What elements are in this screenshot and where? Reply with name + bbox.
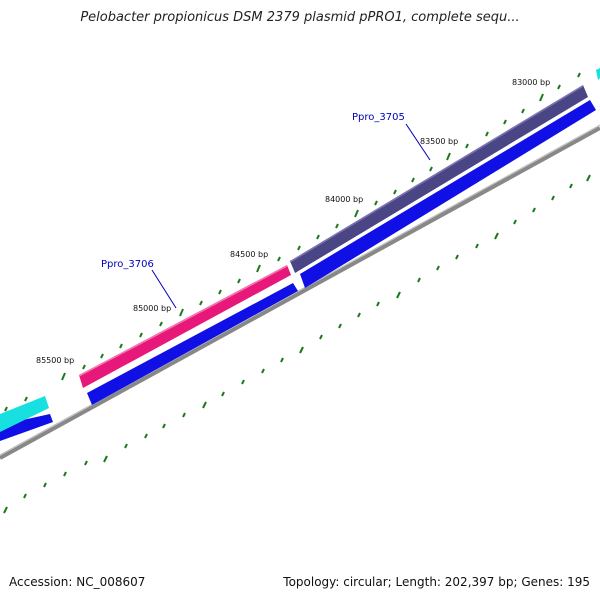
backbone-line	[0, 126, 600, 460]
bp-label: 85500 bp	[36, 356, 74, 365]
gene-bar-ppro-3705	[290, 85, 588, 273]
bp-label: 85000 bp	[133, 304, 171, 313]
bp-label: 83500 bp	[420, 137, 458, 146]
accession-text: Accession: NC_008607	[9, 575, 146, 589]
cds-bar	[300, 100, 596, 288]
inner-ticks	[3, 174, 591, 514]
label-leader-ppro-3705	[405, 123, 431, 161]
label-leader-ppro-3706	[151, 269, 177, 309]
gene-bars	[0, 68, 600, 432]
backbone-line-highlight	[0, 124, 600, 456]
summary-text: Topology: circular; Length: 202,397 bp; …	[283, 575, 590, 589]
gene-bar-neighbor-left	[0, 396, 49, 432]
gene-label-ppro-3705[interactable]: Ppro_3705	[352, 112, 405, 123]
cds-strand-bars	[0, 100, 596, 441]
outer-ticks	[4, 72, 581, 412]
gene-bar-neighbor-right	[596, 68, 600, 80]
bp-label: 84000 bp	[325, 195, 363, 204]
gene-label-ppro-3706[interactable]: Ppro_3706	[101, 259, 154, 270]
bp-label: 83000 bp	[512, 78, 550, 87]
bp-label: 84500 bp	[230, 250, 268, 259]
gene-bar-ppro-3706	[79, 265, 291, 388]
cds-bar	[0, 414, 53, 441]
map-title: Pelobacter propionicus DSM 2379 plasmid …	[80, 10, 520, 25]
cds-bar	[87, 283, 298, 405]
